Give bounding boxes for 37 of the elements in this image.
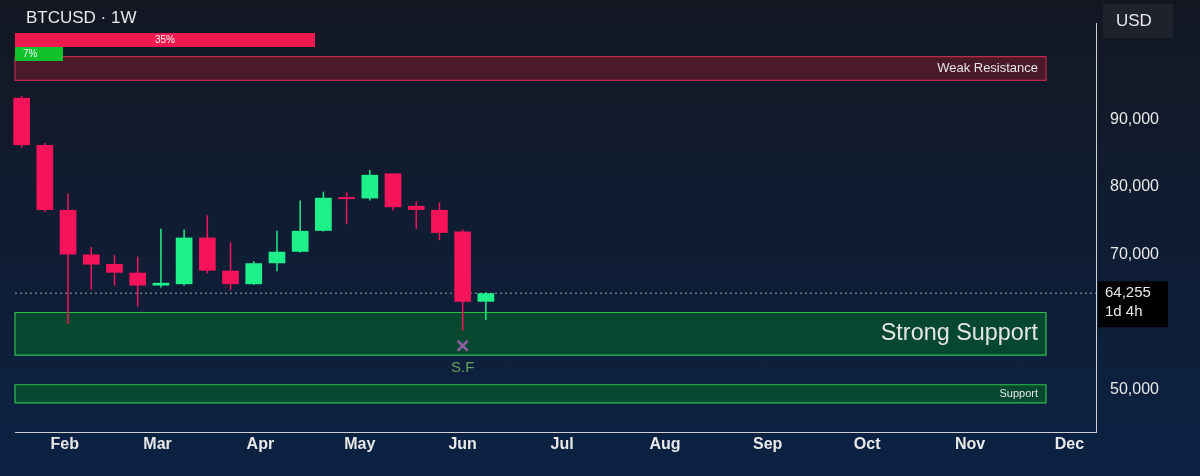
x-tick-label: May xyxy=(344,435,376,453)
x-tick-label: Jun xyxy=(448,435,477,453)
ref-line-label: 64,255 1d 4h xyxy=(1105,283,1151,320)
x-tick-label: Apr xyxy=(246,435,275,453)
candlestick xyxy=(477,291,495,321)
y-axis-title: USD xyxy=(1116,10,1152,30)
y-tick-label: 80,000 xyxy=(1110,177,1160,195)
y-tick-label: 70,000 xyxy=(1110,244,1160,262)
candlestick xyxy=(431,201,448,242)
candlestick xyxy=(106,254,123,287)
x-tick-label: Feb xyxy=(50,435,80,453)
x-tick-label: Jul xyxy=(550,435,574,453)
y-tick-label: 50,000 xyxy=(1110,379,1160,397)
x-tick-label: Aug xyxy=(649,435,681,453)
x-tick-label: Oct xyxy=(853,435,882,453)
candlestick xyxy=(245,260,263,286)
candlestick xyxy=(222,241,239,291)
x-tick-label: Nov xyxy=(954,435,986,453)
y-tick-label: 90,000 xyxy=(1110,109,1160,127)
chart-title: BTCUSD · 1W xyxy=(26,7,137,27)
candlestick xyxy=(361,169,379,202)
x-tick-label: Sep xyxy=(753,435,783,453)
band-label: Strong Support xyxy=(880,319,1039,346)
candlestick xyxy=(291,199,309,254)
band-label: Weak Resistance xyxy=(937,60,1038,76)
candlestick xyxy=(407,200,425,230)
candlestick xyxy=(82,246,100,291)
x-tick-label: Mar xyxy=(143,435,172,453)
band-label: Support xyxy=(999,386,1038,399)
annotation: S.F xyxy=(450,357,475,375)
candlestick xyxy=(152,228,170,289)
percent-strip: 35% xyxy=(15,33,315,47)
x-tick-label: Dec xyxy=(1054,435,1085,453)
candlestick xyxy=(338,191,355,225)
percent-strip: 7% xyxy=(15,47,63,61)
candlestick xyxy=(268,230,286,273)
candlestick xyxy=(129,255,147,308)
